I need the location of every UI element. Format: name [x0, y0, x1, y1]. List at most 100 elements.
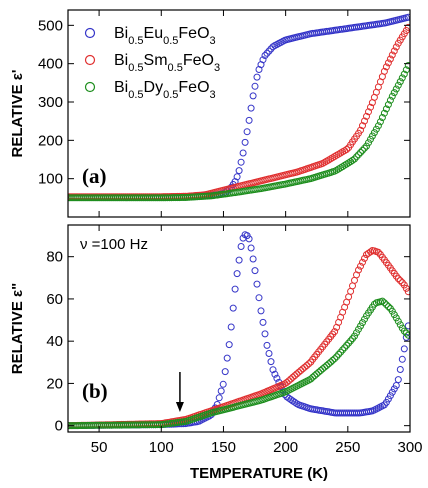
data-point: [370, 300, 378, 308]
data-point: [386, 55, 394, 63]
data-point: [396, 78, 404, 86]
data-point: [402, 66, 410, 74]
data-point: [370, 129, 378, 137]
data-point: [265, 350, 273, 357]
data-point: [247, 244, 255, 252]
legend-subscript: 0.5: [163, 35, 178, 47]
data-point: [265, 47, 273, 55]
data-point: [404, 23, 410, 31]
data-point: [331, 355, 339, 363]
data-point: [359, 258, 366, 266]
y-tick-label: 200: [38, 132, 63, 149]
data-point: [396, 321, 404, 329]
data-point: [400, 327, 408, 335]
data-point: [289, 373, 297, 381]
legend-text-part: Sm: [144, 52, 168, 69]
legend-subscript: 0.5: [128, 62, 143, 74]
data-point: [394, 81, 402, 89]
data-point: [388, 388, 396, 396]
data-point: [380, 67, 388, 75]
data-point: [351, 155, 358, 163]
data-point: [259, 318, 267, 326]
y-tick-label: 80: [46, 249, 63, 266]
legend-text-part: Dy: [144, 79, 164, 96]
y-tick-label: 20: [46, 375, 63, 392]
data-point: [361, 315, 368, 323]
data-point: [357, 149, 364, 156]
data-point: [285, 377, 293, 385]
data-point: [390, 47, 398, 55]
data-point: [301, 363, 309, 371]
data-point: [343, 146, 351, 153]
data-point: [357, 262, 364, 270]
data-point: [233, 173, 241, 181]
data-point: [400, 70, 408, 78]
x-tick-label: 150: [211, 439, 236, 456]
legend-subscript: 0.5: [163, 89, 178, 101]
data-point: [388, 51, 396, 59]
data-point: [335, 350, 343, 358]
data-point: [293, 370, 301, 378]
data-point: [261, 52, 269, 59]
data-point: [287, 375, 295, 383]
data-point: [396, 277, 404, 285]
y-tick-label: 500: [38, 17, 63, 34]
legend-text-part: FeO: [183, 52, 214, 69]
legend-subscript: 0.5: [128, 35, 143, 47]
data-point: [229, 304, 237, 312]
legend-subscript: 3: [210, 89, 216, 101]
data-point: [363, 142, 370, 150]
data-point: [311, 372, 319, 380]
y-tick-label: 40: [46, 333, 63, 350]
x-tick-label: 250: [335, 439, 360, 456]
data-point: [386, 392, 394, 400]
data-point: [331, 328, 339, 336]
data-point: [235, 167, 243, 175]
data-point: [365, 139, 372, 147]
data-point: [253, 73, 261, 81]
series-bi0-5dy0-5feo3: [68, 62, 410, 202]
plot-frame: [67, 224, 411, 433]
data-point: [267, 45, 275, 53]
data-point: [237, 243, 245, 250]
data-point: [376, 118, 384, 126]
data-point: [271, 370, 279, 378]
data-point: [374, 122, 382, 130]
data-point: [351, 332, 358, 340]
data-point: [269, 366, 277, 374]
data-layer: [68, 231, 410, 430]
data-point: [263, 49, 271, 57]
series-bi0-5dy0-5feo3: [68, 297, 410, 430]
data-point: [243, 128, 251, 136]
data-point: [353, 329, 360, 337]
legend-subscript: 0.5: [168, 62, 183, 74]
data-point: [231, 285, 239, 293]
data-point: [380, 299, 388, 307]
data-point: [257, 307, 265, 315]
legend-marker: [84, 27, 96, 39]
data-point: [253, 280, 261, 288]
panel-b: 50 100 150 200 250 300 0 20 40 60 80 RELATIVE ε" (b)…: [9, 224, 423, 482]
data-point: [402, 329, 410, 337]
data-point: [372, 125, 380, 133]
data-point: [394, 317, 402, 325]
data-point: [245, 235, 253, 243]
data-point: [361, 117, 368, 125]
data-point: [365, 108, 372, 116]
legend-text-part: Bi: [114, 52, 128, 69]
data-point: [261, 330, 269, 338]
data-point: [390, 89, 398, 97]
data-point: [400, 281, 408, 289]
data-point: [349, 156, 356, 164]
data-point: [392, 314, 400, 322]
data-point: [404, 331, 410, 339]
data-point: [378, 114, 386, 121]
data-point: [313, 370, 321, 378]
data-point: [359, 146, 366, 154]
y-tick-label: 60: [46, 291, 63, 308]
legend-entry: Bi0.5Dy0.5FeO3: [114, 79, 216, 101]
x-tick-label: 50: [91, 439, 108, 456]
legend-text-part: Eu: [144, 25, 164, 42]
legend: Bi0.5Eu0.5FeO3Bi0.5Sm0.5FeO3Bi0.5Dy0.5Fe…: [84, 25, 220, 101]
